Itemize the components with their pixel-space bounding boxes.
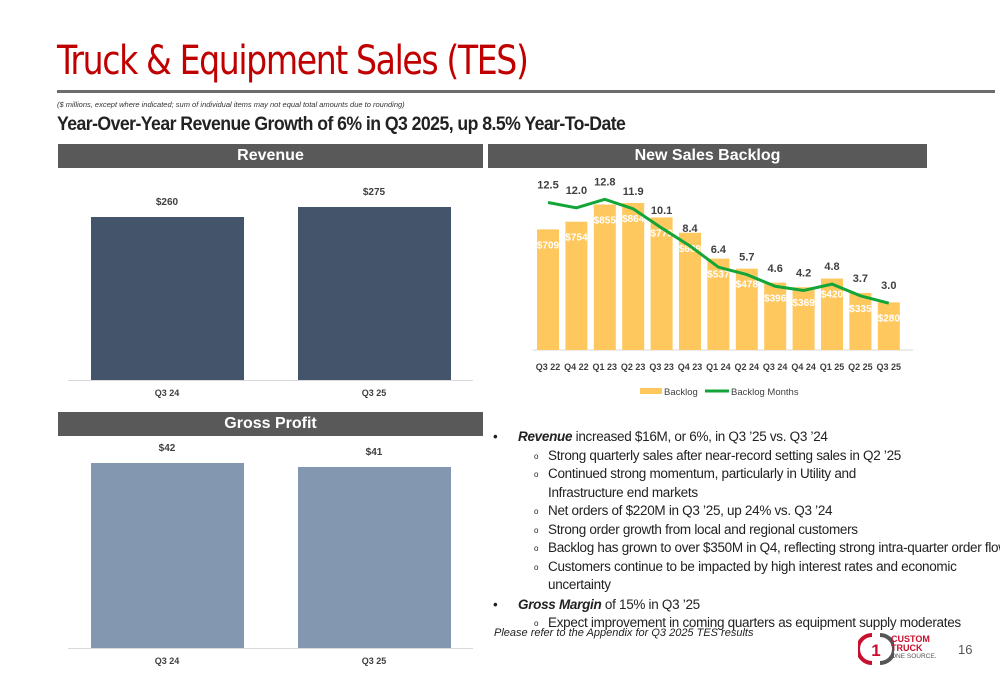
value-label: $260 [155,196,179,208]
bullet-item: Revenue increased $16M, or 6%, in Q3 ’25… [490,428,1000,447]
bar [91,216,244,380]
bullet-text: of 15% in Q3 ’25 [601,596,700,612]
bar-value-label: $779 [650,228,673,239]
bullet-item: Gross Margin of 15% in Q3 ’25 [490,596,1000,615]
category-label: Q3 24 [763,362,788,372]
category-label: Q3 24 [154,656,180,666]
logo-mark-icon: 1 [858,633,894,665]
months-value-label: 4.6 [768,263,783,275]
backlog-bar [650,217,673,350]
category-label: Q4 22 [564,362,589,372]
backlog-bar [792,287,815,350]
backlog-bar [565,221,588,350]
sub-bullet: Continued strong momentum, particularly … [490,465,910,502]
category-label: Q3 23 [649,362,674,372]
title-divider [57,90,995,93]
sub-bullet: Strong quarterly sales after near-record… [490,447,1000,465]
sub-bullet: Expect improvement in coming quarters as… [490,614,1000,633]
svg-text:1: 1 [871,641,880,660]
backlog-bar [821,278,843,350]
category-label: Q1 23 [593,362,618,372]
months-value-label: 11.9 [623,186,644,198]
headline: Year-Over-Year Revenue Growth of 6% in Q… [57,114,626,135]
category-label: Q3 22 [536,362,561,372]
months-value-label: 4.2 [796,267,811,279]
category-label: Q2 25 [848,362,873,372]
backlog-bar [735,268,758,350]
months-value-label: 8.4 [682,223,698,235]
backlog-bar [707,258,730,350]
bar-value-label: $864 [622,214,645,225]
months-value-label: 3.0 [881,280,896,292]
category-label: Q2 23 [621,362,646,372]
gross-profit-chart: $42 Q3 24 $41 Q3 25 [58,436,483,676]
bar-value-label: $280 [878,313,901,324]
sub-bullet: Net orders of $220M in Q3 ’25, up 24% vs… [490,502,1000,521]
legend-swatch-backlog [640,388,662,394]
x-axis [68,648,473,649]
value-label: $41 [365,447,383,459]
bar-value-label: $537 [707,270,730,281]
value-label: $42 [158,443,176,454]
bar-value-label: $754 [565,233,588,244]
bar-value-label: $396 [764,294,787,305]
legend-label-backlog-months: Backlog Months [731,387,799,398]
legend-label-backlog: Backlog [664,387,698,398]
sub-bullet: Strong order growth from local and regio… [490,521,1000,539]
backlog-bar [593,204,616,350]
category-label: Q1 24 [706,362,731,372]
bar-value-label: $709 [537,240,560,251]
bar [298,467,451,648]
sub-bullet: Customers continue to be impacted by hig… [490,558,1000,595]
appendix-note: Please refer to the Appendix for Q3 2025… [494,627,754,639]
backlog-header: New Sales Backlog [488,144,927,168]
bar-value-label: $420 [821,290,844,301]
bullet-text: increased $16M, or 6%, in Q3 ’25 vs. Q3 … [572,429,828,444]
months-value-label: 12.0 [566,185,587,197]
months-value-label: 5.7 [739,252,754,264]
revenue-header: Revenue [58,144,483,168]
backlog-months-line [547,197,890,305]
gross-profit-header: Gross Profit [58,412,483,436]
category-label: Q3 24 [154,388,180,398]
months-value-label: 10.1 [651,205,672,217]
months-value-label: 3.7 [853,273,868,285]
bar-value-label: $855 [594,216,617,227]
category-label: Q3 25 [361,656,387,666]
revenue-chart: $260 Q3 24 $275 Q3 25 [58,168,483,406]
page-number: 16 [958,642,973,657]
custom-truck-logo: 1 CUSTOM TRUCK ONE SOURCE. [858,630,938,668]
backlog-bar [622,203,645,350]
months-value-label: 12.8 [594,176,615,188]
backlog-chart: $709 12.5 Q3 22 $754 12.0 Q4 22 $855 12.8 Q1 23 $… [533,176,913,398]
bar-value-label: $335 [849,304,872,315]
value-label: $275 [362,187,386,199]
bullet-bold: Gross Margin [518,596,602,612]
backlog-bar [537,229,559,350]
months-value-label: 12.5 [537,180,558,192]
category-label: Q4 24 [791,362,816,372]
bar-value-label: $689 [679,244,702,255]
bar [91,463,244,648]
backlog-bar [849,293,872,350]
bullet-bold: Revenue [518,429,573,444]
category-label: Q3 25 [361,388,387,398]
page-title: Truck & Equipment Sales (TES) [57,38,529,84]
bullet-list: Revenue increased $16M, or 6%, in Q3 ’25… [490,428,1000,633]
backlog-bar [877,302,900,350]
category-label: Q3 25 [877,362,902,372]
months-value-label: 6.4 [711,244,727,256]
backlog-bar [679,232,701,350]
footnote: ($ millions, except where indicated; sum… [57,100,405,109]
bar-value-label: $369 [792,298,815,309]
x-axis [68,380,473,381]
months-value-label: 4.8 [824,261,839,273]
category-label: Q2 24 [735,362,760,372]
bar-value-label: $478 [736,280,759,291]
bar [298,207,451,380]
sub-bullet: Backlog has grown to over $350M in Q4, r… [490,539,1000,558]
category-label: Q4 23 [678,362,703,372]
backlog-bar [764,282,787,350]
category-label: Q1 25 [820,362,845,372]
